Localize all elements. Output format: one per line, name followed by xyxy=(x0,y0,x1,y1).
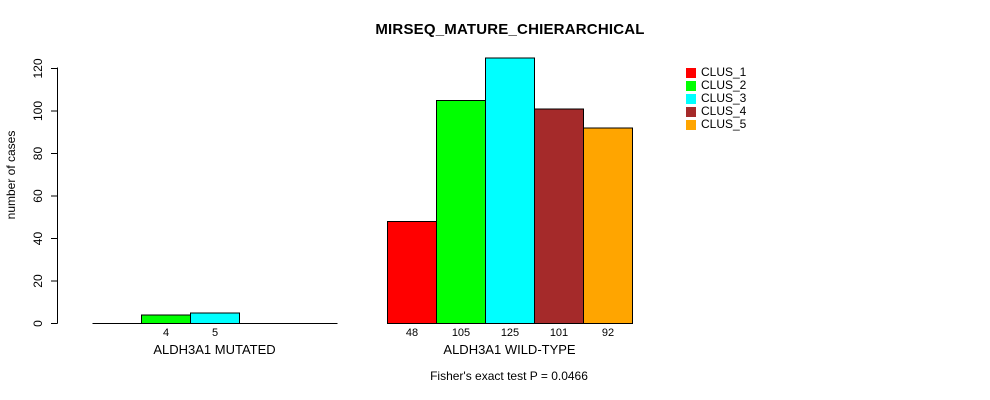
y-tick-label: 80 xyxy=(31,147,45,161)
bar-clus_2-group0 xyxy=(141,314,191,324)
y-tick-label: 60 xyxy=(31,189,45,203)
legend-item-clus_4: CLUS_4 xyxy=(686,105,746,118)
legend: CLUS_1 CLUS_2 CLUS_3 CLUS_4 CLUS_5 xyxy=(686,66,746,131)
y-tick-label: 20 xyxy=(31,274,45,288)
legend-swatch xyxy=(686,106,696,117)
legend-item-clus_1: CLUS_1 xyxy=(686,66,746,79)
bar-value-label: 105 xyxy=(452,327,470,339)
chart-title: MIRSEQ_MATURE_CHIERARCHICAL xyxy=(375,21,645,38)
bar-value-label: 5 xyxy=(212,327,218,339)
bar-clus_4-group1 xyxy=(534,108,584,324)
group-label-mutated: ALDH3A1 MUTATED xyxy=(153,342,276,357)
bar-value-label: 92 xyxy=(602,327,614,339)
legend-swatch xyxy=(686,67,696,78)
legend-item-clus_5: CLUS_5 xyxy=(686,118,746,131)
bar-value-label: 4 xyxy=(163,327,169,339)
legend-swatch xyxy=(686,80,696,91)
y-tick-label: 40 xyxy=(31,232,45,246)
bar-clus_3-group0 xyxy=(190,312,240,324)
legend-label: CLUS_3 xyxy=(701,91,747,105)
footnote-pvalue: Fisher's exact test P = 0.0466 xyxy=(430,369,588,383)
legend-label: CLUS_2 xyxy=(701,78,747,92)
legend-label: CLUS_4 xyxy=(701,104,747,118)
legend-item-clus_3: CLUS_3 xyxy=(686,92,746,105)
y-tick-label: 120 xyxy=(31,58,45,78)
bar-value-label: 101 xyxy=(550,327,568,339)
bar-value-label: 125 xyxy=(501,327,519,339)
bar-clus_5-group1 xyxy=(583,127,633,324)
legend-label: CLUS_1 xyxy=(701,65,747,79)
bar-clus_1-group1 xyxy=(387,221,437,324)
legend-label: CLUS_5 xyxy=(701,117,747,131)
legend-swatch xyxy=(686,93,696,104)
y-tick-label: 100 xyxy=(31,101,45,121)
bar-clus_3-group1 xyxy=(485,57,535,324)
y-tick-label: 0 xyxy=(31,320,45,327)
group-label-wildtype: ALDH3A1 WILD-TYPE xyxy=(443,342,576,357)
bar-value-label: 48 xyxy=(406,327,418,339)
legend-swatch xyxy=(686,119,696,130)
bar-clus_2-group1 xyxy=(436,99,486,324)
legend-item-clus_2: CLUS_2 xyxy=(686,79,746,92)
